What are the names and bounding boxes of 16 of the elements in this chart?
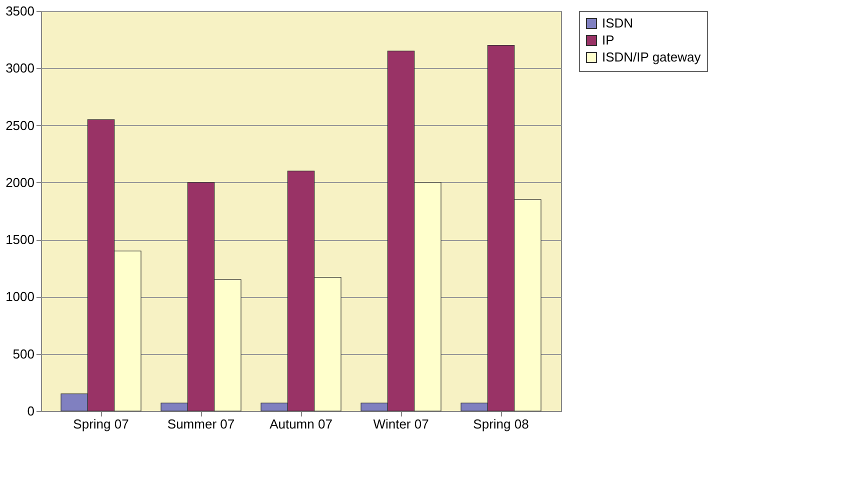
x-tick-label: Spring 07: [73, 416, 129, 432]
x-tick-label: Summer 07: [167, 416, 235, 432]
x-tick-label: Winter 07: [373, 416, 429, 432]
y-tick-label: 3000: [6, 60, 34, 76]
legend-label: ISDN/IP gateway: [602, 50, 702, 64]
x-tick-label: Spring 08: [473, 416, 529, 432]
y-tick-label: 3500: [6, 4, 34, 18]
y-tick-label: 500: [12, 346, 34, 362]
y-tick-label: 0: [27, 404, 34, 418]
legend-label: ISDN: [602, 16, 634, 30]
y-tick-label: 1000: [6, 289, 34, 304]
legend-label: IP: [602, 32, 614, 48]
y-tick-label: 2500: [6, 118, 34, 133]
y-tick-label: 2000: [6, 174, 34, 190]
x-tick-label: Autumn 07: [270, 416, 332, 432]
y-tick-label: 1500: [6, 232, 34, 248]
